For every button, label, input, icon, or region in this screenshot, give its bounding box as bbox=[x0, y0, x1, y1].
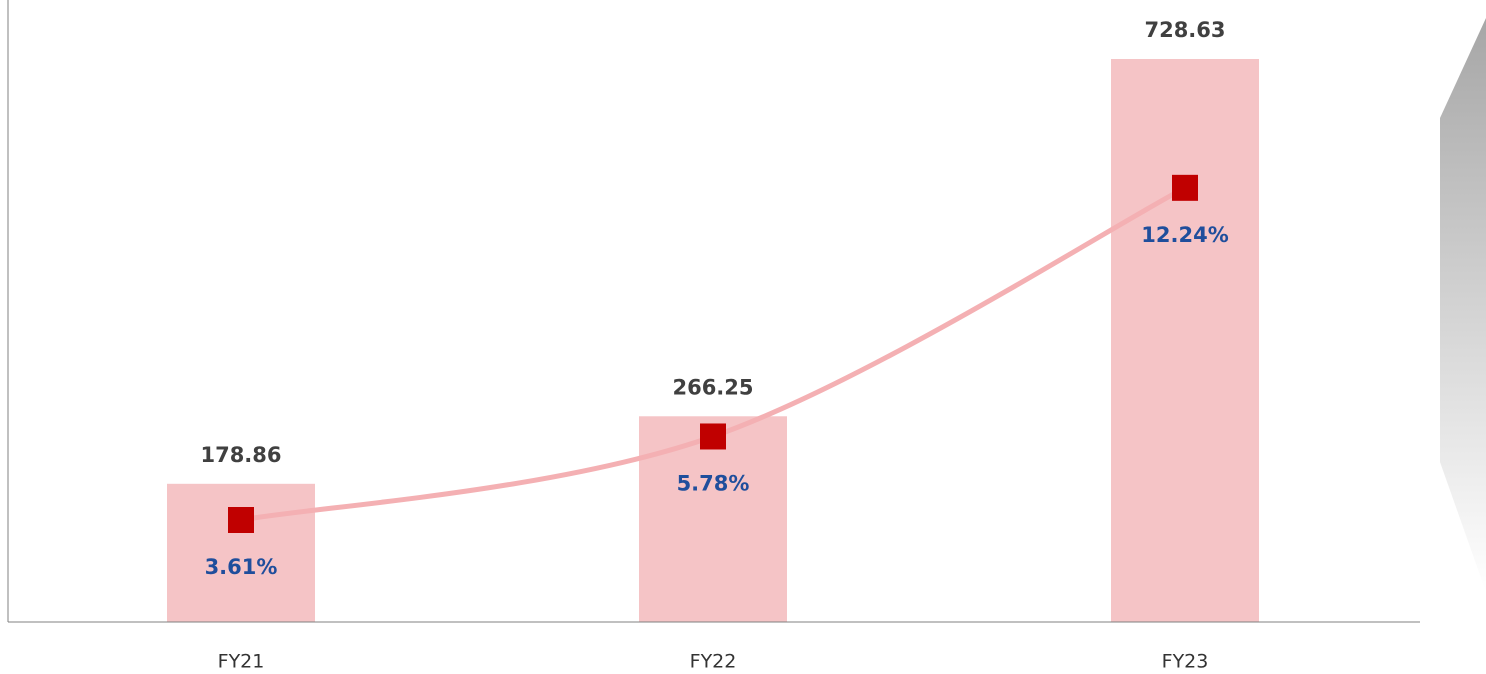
line-value-label: 3.61% bbox=[205, 555, 278, 579]
decoration bbox=[1440, 18, 1486, 592]
bar-value-label: 728.63 bbox=[1144, 18, 1225, 42]
marker bbox=[700, 423, 726, 450]
marker bbox=[1172, 174, 1198, 201]
x-tick-label: FY21 bbox=[218, 651, 265, 673]
line-value-label: 5.78% bbox=[677, 471, 750, 495]
bar bbox=[167, 483, 315, 622]
line-value-label: 12.24% bbox=[1141, 223, 1228, 247]
bar-value-label: 266.25 bbox=[672, 375, 753, 399]
x-tick-label: FY22 bbox=[690, 651, 737, 673]
bar-value-label: 178.86 bbox=[200, 443, 281, 467]
marker bbox=[228, 507, 254, 534]
bar bbox=[1111, 59, 1259, 623]
x-tick-label: FY23 bbox=[1162, 651, 1209, 673]
